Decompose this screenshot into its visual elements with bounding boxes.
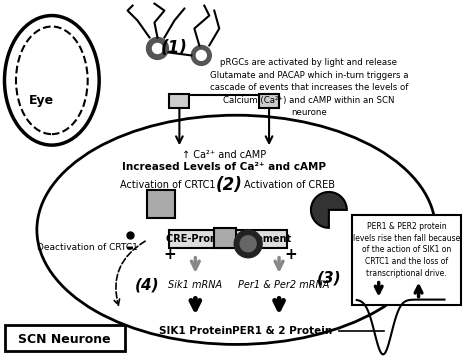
Ellipse shape: [4, 15, 99, 145]
Text: +: +: [284, 247, 297, 262]
FancyBboxPatch shape: [169, 230, 287, 248]
Circle shape: [196, 50, 206, 61]
Text: (1): (1): [161, 39, 188, 57]
Text: Deactivation of CRTC1: Deactivation of CRTC1: [37, 243, 138, 252]
Text: PER1 & 2 Protein: PER1 & 2 Protein: [232, 326, 332, 337]
Text: SCN Neurone: SCN Neurone: [18, 333, 111, 346]
Bar: [147, 190, 175, 218]
Text: Increased Levels of Ca²⁺ and cAMP: Increased Levels of Ca²⁺ and cAMP: [122, 162, 326, 172]
Text: Eye: Eye: [29, 94, 55, 107]
Bar: [352, 215, 461, 305]
Ellipse shape: [37, 115, 436, 344]
Circle shape: [234, 230, 262, 258]
Text: (4): (4): [135, 277, 160, 292]
Circle shape: [146, 38, 168, 59]
Bar: [169, 94, 189, 108]
Text: -: -: [126, 238, 134, 257]
Text: (2): (2): [216, 176, 243, 194]
Text: PER1 & PER2 protein
levels rise then fall because
of the action of SIK1 on
CRTC1: PER1 & PER2 protein levels rise then fal…: [353, 222, 460, 278]
Wedge shape: [311, 192, 347, 228]
Text: (3): (3): [317, 270, 341, 285]
Text: Activation of CREB: Activation of CREB: [244, 180, 335, 190]
Text: pRGCs are activated by light and release
Glutamate and PACAP which in-turn trigg: pRGCs are activated by light and release…: [210, 58, 408, 117]
Text: Sik1 mRNA: Sik1 mRNA: [168, 280, 222, 290]
Text: Activation of CRTC1: Activation of CRTC1: [119, 180, 215, 190]
Bar: [5, 325, 125, 352]
Text: +: +: [163, 247, 176, 262]
Text: SIK1 Protein: SIK1 Protein: [159, 326, 232, 337]
Text: Per1 & Per2 mRNA: Per1 & Per2 mRNA: [238, 280, 330, 290]
Text: ↑ Ca²⁺ and cAMP: ↑ Ca²⁺ and cAMP: [182, 150, 266, 160]
Circle shape: [153, 43, 163, 53]
Bar: [214, 228, 236, 248]
Bar: [259, 94, 279, 108]
Circle shape: [240, 236, 256, 252]
Circle shape: [191, 45, 211, 66]
Text: CRE-Promoter Element: CRE-Promoter Element: [165, 234, 291, 244]
